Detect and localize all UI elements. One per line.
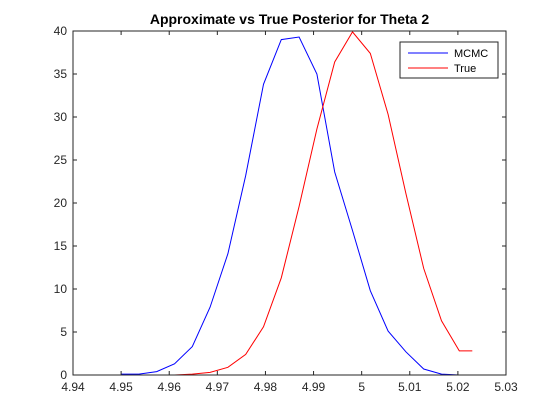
x-tick-label: 5.02 — [446, 380, 470, 394]
y-tick-label: 25 — [54, 153, 68, 167]
x-tick-label: 4.96 — [158, 380, 182, 394]
x-tick-label: 4.99 — [302, 380, 326, 394]
legend: MCMC True — [399, 41, 499, 79]
x-tick-label: 4.97 — [206, 380, 230, 394]
x-tick-label: 4.94 — [61, 380, 85, 394]
plot-area — [73, 31, 506, 375]
series-line-mcmc — [121, 36, 460, 376]
x-tick-label: 4.98 — [254, 380, 278, 394]
y-tick-label: 35 — [54, 67, 68, 81]
x-axis: 4.94 4.95 4.96 4.97 4.98 4.99 5 5.01 5.02 5.03 — [61, 31, 518, 394]
x-tick-label: 5.01 — [398, 380, 422, 394]
legend-label-mcmc: MCMC — [454, 48, 488, 60]
x-tick-label: 4.95 — [109, 380, 133, 394]
y-tick-label: 15 — [54, 239, 68, 253]
y-tick-label: 10 — [54, 282, 68, 296]
y-tick-label: 40 — [54, 24, 68, 38]
x-tick-label: 5 — [358, 380, 365, 394]
y-tick-label: 0 — [60, 368, 67, 382]
y-tick-label: 5 — [60, 325, 67, 339]
legend-label-true: True — [454, 63, 476, 75]
chart-title: Approximate vs True Posterior for Theta … — [150, 11, 430, 27]
legend-box — [399, 41, 499, 79]
y-tick-label: 20 — [54, 196, 68, 210]
x-tick-label: 5.03 — [494, 380, 518, 394]
y-axis: 0 5 10 15 20 25 30 35 40 — [54, 24, 506, 382]
y-tick-label: 30 — [54, 110, 68, 124]
